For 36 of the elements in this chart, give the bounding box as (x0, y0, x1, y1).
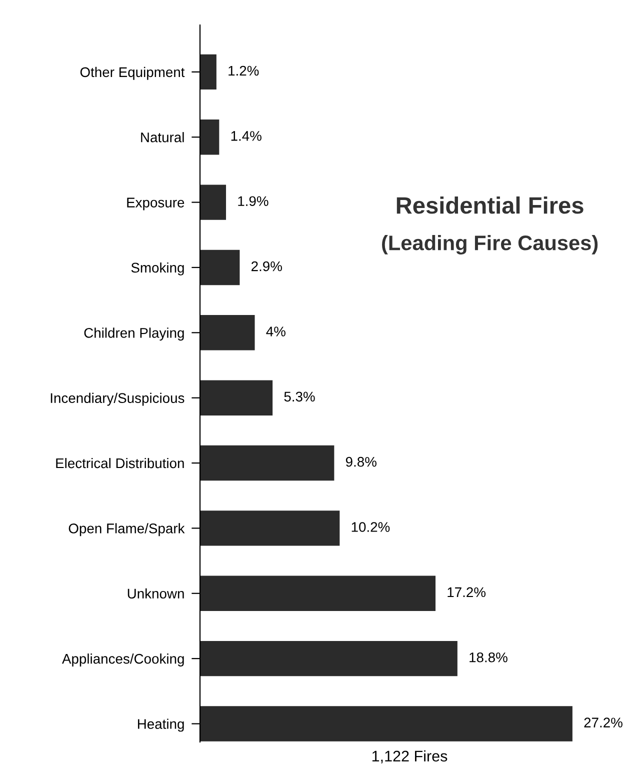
y-tick-label: Children Playing (84, 328, 184, 341)
text: Residential Fires (396, 196, 584, 214)
y-tick-label: Unknown (128, 588, 184, 599)
data-label: 1.9% (238, 196, 268, 206)
y-tick-label: Open Flame/Spark (68, 523, 185, 536)
bar (200, 576, 436, 611)
data-label: 2.9% (252, 261, 282, 272)
bar (200, 250, 240, 286)
bar (200, 640, 458, 676)
data-label: 1.4% (231, 131, 262, 141)
y-tick-label: Smoking (131, 262, 184, 276)
text: (Leading Fire Causes) (382, 235, 598, 255)
bar (200, 380, 273, 416)
y-tick-label: Heating (138, 718, 184, 732)
bar (200, 445, 334, 481)
bar (200, 120, 220, 155)
bar (200, 54, 216, 90)
data-label: 17.2% (448, 587, 486, 598)
bar (200, 706, 572, 742)
data-label: 10.2% (352, 522, 390, 532)
bar (200, 184, 226, 220)
y-tick-label: Electrical Distribution (56, 458, 184, 468)
y-tick-label: Exposure (127, 198, 184, 210)
data-label: 18.8% (470, 652, 508, 662)
y-tick-label: Incendiary/Suspicious (50, 392, 184, 406)
bar (200, 510, 340, 546)
x-axis-title: 1,122 Fires (372, 750, 448, 764)
data-label: 9.8% (346, 456, 376, 467)
y-tick-label: Natural (141, 132, 184, 142)
y-tick-label: Other Equipment (80, 66, 185, 80)
y-tick-label: Appliances/Cooking (62, 654, 184, 666)
data-label: 4% (266, 326, 286, 336)
data-label: 1.2% (228, 66, 259, 76)
data-label: 27.2% (584, 718, 622, 728)
bar (200, 315, 255, 350)
data-label: 5.3% (284, 392, 315, 402)
